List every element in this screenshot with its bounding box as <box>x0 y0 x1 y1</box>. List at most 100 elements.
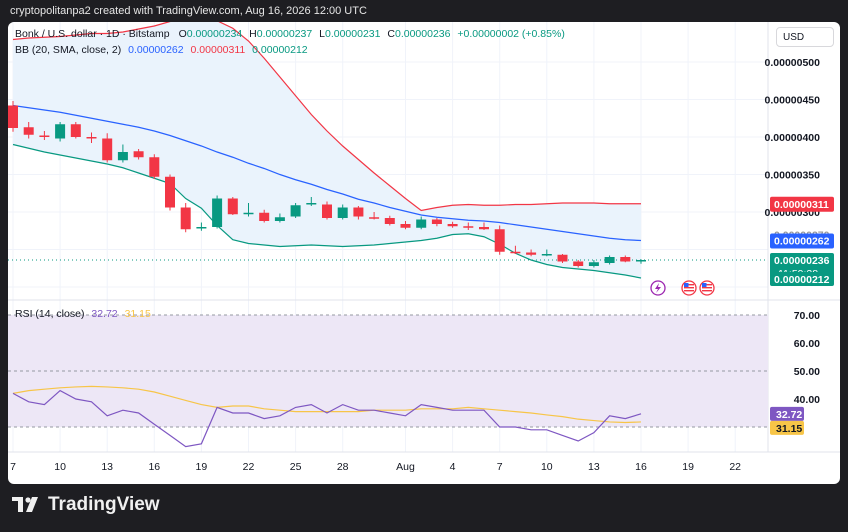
us-flag-stripe <box>702 287 712 289</box>
chart-canvas[interactable]: 0.00000500 0.00000450 0.00000400 0.00000350… <box>8 22 840 484</box>
rsi-ma-value: 31.15 <box>124 308 151 320</box>
bb-basis-value: 0.00000262 <box>128 44 184 56</box>
rsi-axis-tick: 60.00 <box>794 338 820 350</box>
candle-body <box>353 207 364 217</box>
symbol-legend: Bonk / U.S. dollar · 1D · Bitstamp O0.00… <box>15 28 565 40</box>
time-axis-tick: 22 <box>729 461 741 473</box>
candle-body <box>494 229 505 252</box>
close-label: C <box>387 28 395 40</box>
low-value: 0.00000231 <box>324 28 381 40</box>
candle-body <box>70 124 81 137</box>
rsi-badge: 32.72 <box>776 409 802 421</box>
high-value: 0.00000237 <box>256 28 313 40</box>
time-axis-tick: 4 <box>450 461 456 473</box>
basis-badge: 0.00000262 <box>774 236 830 248</box>
price-axis-tick: 0.00000500 <box>765 57 821 69</box>
price-axis-tick: 0.00000350 <box>765 170 821 182</box>
candle-body <box>431 219 442 224</box>
us-flag-canton <box>702 283 707 287</box>
candle-body <box>526 252 537 255</box>
lower-band-badge-bg <box>770 272 834 286</box>
basis-badge-bg <box>770 233 834 249</box>
rsi-axis-tick: 40.00 <box>794 394 820 406</box>
candle-body <box>196 227 207 229</box>
candle-body <box>55 124 66 139</box>
time-axis-tick: 10 <box>541 461 553 473</box>
rsi-value: 32.72 <box>91 308 118 320</box>
time-axis-tick: 19 <box>196 461 208 473</box>
bb-basis-line <box>12 104 642 242</box>
candle-body <box>227 198 238 215</box>
time-axis-tick: 16 <box>635 461 647 473</box>
rsi-line <box>12 389 642 448</box>
lightning-icon-glyph <box>655 283 661 293</box>
rsi-title: RSI (14, close) <box>15 308 85 320</box>
candle-body <box>479 227 489 230</box>
symbol-title: Bonk / U.S. dollar · 1D · Bitstamp <box>15 28 170 40</box>
time-axis-tick: 22 <box>243 461 255 473</box>
lower-band-badge: 0.00000212 <box>774 274 830 286</box>
time-axis-tick: 13 <box>101 461 113 473</box>
candle-body <box>463 226 474 228</box>
price-axis-tick: 0.00000400 <box>765 132 821 144</box>
open-value: 0.00000234 <box>186 28 243 40</box>
tradingview-wordmark: TradingView <box>48 494 160 515</box>
rsi-ma-badge: 31.15 <box>776 423 802 435</box>
candle-body <box>557 254 568 262</box>
open-label: O <box>178 28 187 40</box>
currency-button[interactable]: USD <box>776 27 834 47</box>
candle-body <box>573 261 584 266</box>
tradingview-logo-icon <box>12 497 38 512</box>
upper-band-badge: 0.00000311 <box>774 199 829 211</box>
low-label: L <box>319 28 325 40</box>
candle-body <box>369 217 380 219</box>
high-label: H <box>249 28 257 40</box>
candle-body <box>636 260 646 262</box>
price-axis-tick: 0.00000450 <box>765 95 821 107</box>
footer: TradingView <box>0 484 848 532</box>
chart-panel[interactable]: 0.00000500 0.00000450 0.00000400 0.00000350… <box>8 22 840 484</box>
time-axis-tick: 7 <box>497 461 503 473</box>
candle-body <box>416 219 427 228</box>
us-flag-canton <box>684 283 689 287</box>
candle-body <box>620 257 631 262</box>
time-axis-tick: 28 <box>337 461 349 473</box>
us-flag-stripe <box>702 284 712 286</box>
rsi-badge-bg <box>770 406 804 421</box>
candle-body <box>447 224 458 227</box>
candle-body <box>39 135 50 137</box>
candle-body <box>259 212 270 221</box>
time-axis-tick: 16 <box>148 461 160 473</box>
candle-body <box>588 262 599 266</box>
candle-body <box>400 224 411 228</box>
rsi-legend: RSI (14, close) 32.72 31.15 <box>15 308 151 320</box>
change-value: +0.00000002 (+0.85%) <box>457 28 565 40</box>
candle-body <box>322 204 332 218</box>
candle-body <box>117 152 128 161</box>
candle-body <box>541 254 552 256</box>
candle-body <box>23 127 34 135</box>
bollinger-band-fill <box>13 22 641 278</box>
time-axis-tick: 10 <box>54 461 66 473</box>
rsi-axis-tick: 70.00 <box>794 310 820 322</box>
candle-body <box>290 205 301 217</box>
candle-body <box>510 251 521 254</box>
candle-body <box>180 207 191 230</box>
candle-body <box>86 137 97 139</box>
candle-body <box>337 207 348 218</box>
rsi-ma-line <box>12 385 642 424</box>
time-axis-tick: 7 <box>10 461 16 473</box>
candle-body <box>384 218 395 224</box>
us-flag-stripe <box>702 290 712 292</box>
bb-upper-line <box>12 22 641 212</box>
candle-body <box>165 176 175 208</box>
time-axis-tick: 25 <box>290 461 302 473</box>
close-price-badge: 0.00000236 <box>774 255 830 267</box>
candle-body <box>8 105 18 128</box>
candle-body <box>212 198 223 227</box>
candle-body <box>604 257 615 263</box>
credit-text: cryptopolitanpa2 created with TradingVie… <box>10 5 367 17</box>
candle-body <box>243 212 254 215</box>
tradingview-logo[interactable]: TradingView <box>12 494 160 516</box>
bb-upper-value: 0.00000311 <box>190 44 246 56</box>
